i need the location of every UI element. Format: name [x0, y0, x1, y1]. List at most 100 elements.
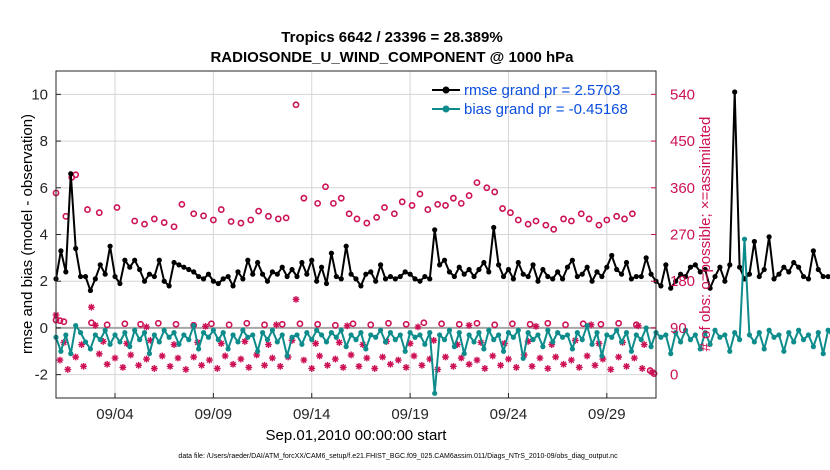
obs-assimilated-point-67	[583, 352, 591, 360]
obs-assimilated-point-0	[56, 356, 64, 364]
y-left-axis-label: rmse and bias (model - observation)	[19, 114, 36, 354]
rmse-point-13	[117, 280, 123, 287]
obs-assimilated-point-53	[473, 356, 481, 364]
bias-point-13	[117, 339, 123, 345]
rmse-point-115	[618, 271, 625, 277]
obs-assimilated-point-88	[359, 341, 367, 348]
obs-assimilated-point-45	[410, 352, 418, 360]
bias-point-62	[358, 330, 364, 336]
rmse-point-129	[687, 264, 694, 270]
bias-point-96	[525, 330, 531, 336]
obs-assimilated-point-107	[414, 323, 422, 331]
bias-point-108	[584, 322, 590, 329]
obs-assimilated-point-19	[206, 356, 213, 364]
bias-point-18	[141, 330, 148, 336]
rmse-point-143	[756, 273, 762, 280]
obs-assimilated-point-102	[91, 321, 99, 329]
bias-point-45	[274, 339, 280, 345]
rmse-point-136	[722, 278, 728, 284]
bias-point-137	[727, 348, 733, 354]
bias-point-80	[446, 327, 453, 333]
obs-possible-point-54	[524, 220, 532, 228]
obs-possible-point-1	[56, 317, 64, 325]
rmse-point-60	[348, 271, 354, 277]
obs-possible-point-26	[282, 214, 290, 222]
obs-assimilated-point-13	[158, 352, 166, 360]
bias-point-26	[181, 332, 187, 338]
obs-possible-point-57	[550, 225, 558, 233]
rmse-point-38	[240, 276, 246, 282]
y-right-tick-label-6: 540	[670, 86, 695, 103]
rmse-point-90	[496, 262, 502, 268]
y-left-axis-ticks: -2 0 2 4 6 8 10	[31, 86, 61, 384]
bias-point-124	[663, 332, 669, 338]
bias-point-2	[63, 332, 69, 338]
bias-point-12	[112, 332, 118, 338]
obs-assimilated-point-60	[528, 362, 536, 370]
bias-point-39	[245, 334, 251, 340]
bias-point-107	[579, 337, 585, 343]
obs-assimilated-point-63	[552, 353, 560, 361]
rmse-point-33	[215, 280, 221, 287]
bias-point-84	[466, 332, 472, 338]
obs-assimilated-point-61	[536, 354, 544, 362]
bias-point-112	[604, 332, 610, 338]
rmse-point-49	[294, 273, 300, 280]
rmse-point-111	[599, 273, 605, 280]
bias-point-94	[515, 327, 521, 333]
obs-possible-point-31	[329, 199, 337, 207]
bias-point-126	[673, 330, 679, 336]
rmse-point-53	[314, 278, 320, 284]
obs-assimilated-point-84	[265, 341, 272, 348]
bias-point-59	[343, 344, 349, 350]
rmse-point-116	[623, 259, 630, 266]
rmse-point-154	[810, 248, 816, 254]
bias-point-136	[722, 332, 728, 338]
rmse-point-45	[274, 271, 280, 277]
obs-assimilated-point-58	[512, 363, 520, 371]
rmse-point-124	[663, 262, 669, 268]
obs-possible-point-67	[88, 319, 95, 327]
y-left-tick-label-0: -2	[35, 367, 48, 384]
bias-point-3	[68, 351, 74, 357]
obs-assimilated-point-91	[430, 336, 438, 344]
rmse-point-50	[299, 259, 305, 266]
obs-assimilated-point-46	[418, 361, 426, 369]
obs-possible-point-30	[322, 183, 329, 191]
obs-assimilated-point-69	[599, 355, 607, 363]
obs-possible-point-85	[402, 320, 410, 328]
obs-assimilated-point-52	[465, 360, 473, 368]
obs-assimilated-point-28	[276, 362, 284, 370]
obs-possible-point-37	[381, 204, 388, 211]
rmse-point-98	[535, 278, 541, 284]
y-left-tick-label-3: 4	[40, 227, 48, 244]
rmse-point-153	[805, 276, 812, 282]
bias-point-115	[618, 339, 625, 345]
obs-assimilated-point-18	[198, 361, 205, 369]
bias-point-157	[825, 327, 830, 333]
obs-assimilated-point-15	[174, 354, 182, 362]
rmse-point-131	[697, 269, 703, 275]
obs-assimilated-point-38	[355, 362, 363, 370]
obs-possible-point-36	[373, 213, 381, 221]
rmse-point-149	[786, 269, 792, 275]
bias-point-117	[628, 348, 635, 354]
bias-point-69	[392, 337, 398, 343]
obs-assimilated-point-3	[80, 362, 87, 370]
obs-assimilated-point-93	[477, 339, 485, 346]
bias-point-150	[791, 339, 797, 345]
bias-point-8	[92, 332, 98, 338]
bias-point-61	[353, 337, 359, 343]
obs-assimilated-point-26	[261, 361, 268, 369]
obs-possible-point-50	[491, 188, 499, 196]
bias-point-64	[368, 332, 374, 338]
obs-assimilated-point-86	[312, 340, 320, 347]
obs-assimilated-point-14	[166, 362, 174, 370]
bias-point-127	[677, 339, 684, 345]
obs-assimilated-point-94	[501, 340, 508, 347]
rmse-point-89	[491, 224, 497, 231]
rmse-point-81	[451, 273, 457, 280]
y-left-tick-label-6: 10	[31, 86, 48, 103]
obs-possible-point-45	[449, 194, 457, 202]
obs-assimilated-point-32	[308, 365, 316, 372]
